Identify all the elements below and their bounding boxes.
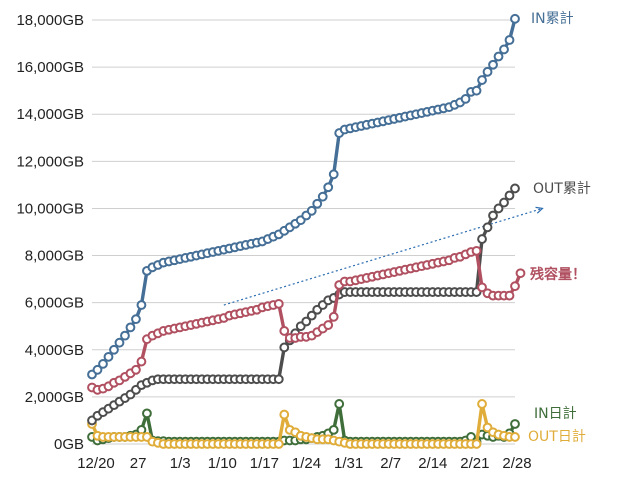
- data-point: [103, 351, 114, 362]
- data-point: [306, 205, 317, 216]
- data-point: [510, 183, 520, 194]
- data-point: [279, 326, 290, 336]
- data-point: [273, 374, 284, 385]
- data-point: [499, 44, 509, 55]
- data-point: [328, 169, 339, 180]
- data-point: [460, 94, 471, 104]
- data-point: [504, 290, 515, 301]
- y-tick-label: 0GB: [54, 436, 84, 453]
- series-label: OUT日計: [528, 429, 586, 445]
- data-point: [488, 210, 498, 221]
- x-tick-label: 2/7: [380, 455, 401, 472]
- series-label: IN累計: [531, 11, 574, 27]
- data-point: [482, 66, 493, 77]
- data-point: [477, 75, 487, 85]
- data-point: [477, 399, 487, 409]
- grid-lines: [92, 19, 515, 445]
- data-point: [142, 408, 152, 419]
- series-label: 残容量！: [530, 266, 586, 283]
- data-point: [334, 399, 345, 409]
- data-point: [328, 424, 339, 435]
- x-tick-label: 1/3: [170, 455, 191, 472]
- y-tick-label: 14,000GB: [16, 106, 84, 123]
- series-label: IN日計: [534, 406, 577, 422]
- y-tick-label: 8,000GB: [25, 248, 84, 265]
- series-label: OUT累計: [533, 181, 591, 197]
- data-point: [493, 203, 504, 214]
- data-point: [471, 439, 482, 449]
- y-tick-label: 16,000GB: [16, 59, 84, 76]
- series-4: [87, 399, 520, 449]
- data-point: [471, 85, 482, 96]
- x-tick-label: 2/14: [418, 455, 447, 472]
- data-point: [488, 59, 498, 70]
- data-point: [499, 197, 509, 208]
- data-point: [504, 190, 515, 201]
- data-point: [131, 314, 141, 325]
- data-point: [510, 281, 520, 292]
- data-point: [328, 311, 339, 322]
- x-tick-label: 12/20: [77, 455, 115, 472]
- y-tick-label: 10,000GB: [16, 200, 84, 217]
- data-point: [301, 316, 312, 327]
- x-tick-label: 1/24: [292, 455, 321, 472]
- x-tick-label: 27: [130, 455, 147, 472]
- data-point: [92, 364, 103, 375]
- data-point: [510, 432, 520, 442]
- x-tick-label: 2/21: [460, 455, 489, 472]
- annotations: [223, 206, 544, 306]
- data-point: [477, 234, 487, 244]
- data-point: [136, 356, 147, 367]
- x-tick-label: 1/17: [250, 455, 279, 472]
- y-tick-label: 12,000GB: [16, 153, 84, 170]
- data-point: [273, 298, 284, 309]
- data-point: [312, 198, 323, 209]
- y-tick-label: 4,000GB: [25, 342, 84, 359]
- data-point: [515, 268, 526, 279]
- data-point: [273, 439, 284, 449]
- data-point: [279, 409, 290, 420]
- x-tick-label: 1/10: [208, 455, 237, 472]
- y-tick-label: 18,000GB: [16, 12, 84, 29]
- x-axis-ticks: 12/20 27 1/3 1/10 1/17 1/24 1/31 2/7 2/14 2/21 2/2…: [77, 455, 531, 472]
- y-axis-ticks: 0GB 2,000GB 4,000GB 6,000GB 8,000GB 10,000GB 1…: [16, 12, 84, 453]
- data-point: [493, 51, 504, 62]
- data-point: [317, 191, 328, 202]
- data-point: [279, 342, 290, 353]
- data-point: [323, 320, 334, 330]
- data-point: [477, 282, 487, 293]
- data-point: [510, 13, 520, 24]
- x-tick-label: 1/31: [334, 455, 363, 472]
- trend-line: [223, 207, 543, 306]
- trend-arrowhead: [535, 206, 544, 214]
- data-point: [131, 364, 141, 375]
- data-point: [125, 322, 136, 333]
- series-2: [87, 245, 526, 395]
- data-point: [136, 300, 147, 310]
- data-point: [114, 337, 125, 348]
- data-point: [471, 245, 482, 256]
- x-tick-label: 2/28: [502, 455, 531, 472]
- data-point: [323, 182, 334, 193]
- data-point: [109, 344, 119, 355]
- y-tick-label: 2,000GB: [25, 389, 84, 406]
- data-point: [504, 35, 515, 45]
- data-point: [510, 419, 520, 429]
- series-0: [87, 13, 520, 380]
- data-point: [98, 359, 108, 369]
- data-point: [120, 330, 130, 341]
- y-tick-label: 6,000GB: [25, 295, 84, 312]
- series-group: [87, 13, 526, 449]
- data-point: [306, 310, 317, 321]
- data-point: [482, 222, 493, 233]
